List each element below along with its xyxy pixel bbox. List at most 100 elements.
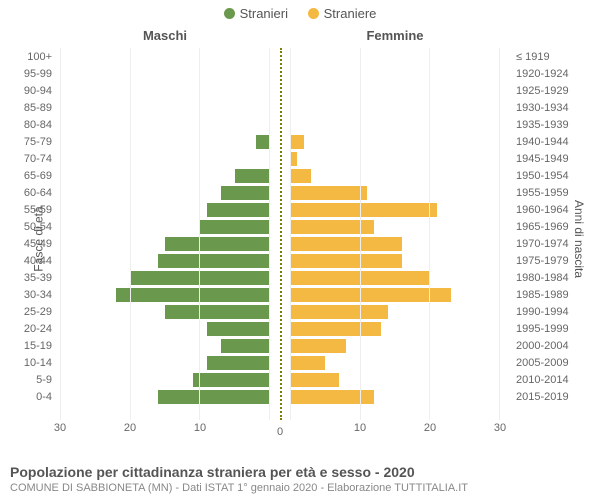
birth-label: 2015-2019 [512,388,596,405]
bar-row-female [290,167,500,184]
bar-row-female [290,133,500,150]
bar-row-male [60,235,270,252]
age-label: 40-44 [0,252,56,269]
age-label: 80-84 [0,116,56,133]
bar-row-male [60,133,270,150]
age-label: 15-19 [0,337,56,354]
birth-label: 1935-1939 [512,116,596,133]
bar-female [290,169,311,183]
birth-label: 1955-1959 [512,184,596,201]
bar-male [116,288,270,302]
bar-male [256,135,270,149]
bar-row-male [60,48,270,65]
age-label: 60-64 [0,184,56,201]
bar-male [158,254,270,268]
bar-row-male [60,184,270,201]
bar-row-female [290,354,500,371]
legend-item-female: Straniere [308,6,377,21]
bar-male [221,186,270,200]
birth-label: 1920-1924 [512,65,596,82]
age-label: 90-94 [0,82,56,99]
bar-row-male [60,303,270,320]
xaxis-right: 102030 [290,422,500,438]
bar-row-male [60,201,270,218]
bar-male [193,373,270,387]
bar-row-female [290,201,500,218]
age-label: 85-89 [0,99,56,116]
xaxis-left: 302010 [60,422,270,438]
bar-female [290,152,297,166]
age-label: 25-29 [0,303,56,320]
bar-row-female [290,116,500,133]
birth-label: 1990-1994 [512,303,596,320]
bar-row-female [290,235,500,252]
bar-female [290,220,374,234]
bar-row-female [290,184,500,201]
bar-female [290,186,367,200]
bar-male [207,322,270,336]
birth-label: ≤ 1919 [512,48,596,65]
birth-label: 1985-1989 [512,286,596,303]
footer: Popolazione per cittadinanza straniera p… [10,464,590,494]
legend-swatch-female [308,8,319,19]
bar-female [290,339,346,353]
bar-row-male [60,371,270,388]
legend-swatch-male [224,8,235,19]
age-label: 95-99 [0,65,56,82]
bar-female [290,390,374,404]
bar-female [290,254,402,268]
bar-female [290,305,388,319]
birth-label: 1930-1934 [512,99,596,116]
age-label: 55-59 [0,201,56,218]
bar-male [207,356,270,370]
age-label: 75-79 [0,133,56,150]
age-label: 50-54 [0,218,56,235]
bar-row-female [290,48,500,65]
age-label: 30-34 [0,286,56,303]
bar-row-male [60,269,270,286]
bar-row-male [60,218,270,235]
bar-row-female [290,303,500,320]
age-label: 20-24 [0,320,56,337]
birth-label: 1960-1964 [512,201,596,218]
center-axis [270,48,290,420]
bar-row-male [60,252,270,269]
birth-label: 2010-2014 [512,371,596,388]
bar-female [290,271,430,285]
header-male: Maschi [60,28,270,43]
birth-label: 1965-1969 [512,218,596,235]
age-label: 45-49 [0,235,56,252]
bar-male [207,203,270,217]
bar-row-female [290,150,500,167]
bar-male [165,305,270,319]
age-label: 35-39 [0,269,56,286]
bar-row-male [60,116,270,133]
age-label: 10-14 [0,354,56,371]
bar-row-male [60,388,270,405]
bar-female [290,135,304,149]
bar-row-female [290,65,500,82]
birth-label: 1980-1984 [512,269,596,286]
bar-row-female [290,218,500,235]
bar-row-female [290,286,500,303]
bar-male [235,169,270,183]
bar-row-female [290,371,500,388]
age-label: 5-9 [0,371,56,388]
birth-label: 1945-1949 [512,150,596,167]
birth-label: 1995-1999 [512,320,596,337]
birth-label: 1950-1954 [512,167,596,184]
bar-row-male [60,286,270,303]
bar-row-male [60,150,270,167]
bar-male [158,390,270,404]
birth-label: 2005-2009 [512,354,596,371]
legend-label-male: Stranieri [240,6,288,21]
bar-row-female [290,269,500,286]
bar-female [290,373,339,387]
birth-label: 1975-1979 [512,252,596,269]
labels-birth: ≤ 19191920-19241925-19291930-19341935-19… [512,48,596,420]
age-label: 65-69 [0,167,56,184]
bar-male [200,220,270,234]
footer-title: Popolazione per cittadinanza straniera p… [10,464,590,480]
legend: Stranieri Straniere [0,0,600,24]
center-line [280,48,282,420]
